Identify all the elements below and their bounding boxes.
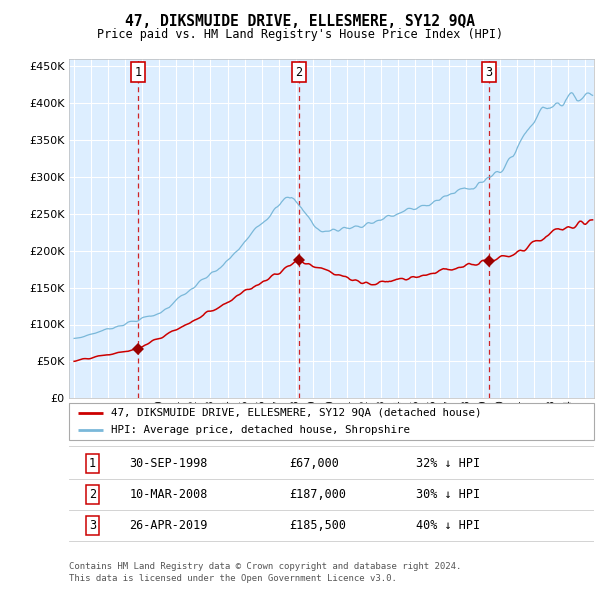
Text: 30% ↓ HPI: 30% ↓ HPI	[415, 487, 479, 501]
Text: 1: 1	[134, 65, 142, 79]
Text: 47, DIKSMUIDE DRIVE, ELLESMERE, SY12 9QA (detached house): 47, DIKSMUIDE DRIVE, ELLESMERE, SY12 9QA…	[111, 408, 482, 418]
Text: 1: 1	[89, 457, 96, 470]
Text: 2: 2	[295, 65, 302, 79]
Text: £185,500: £185,500	[290, 519, 347, 532]
Text: 47, DIKSMUIDE DRIVE, ELLESMERE, SY12 9QA: 47, DIKSMUIDE DRIVE, ELLESMERE, SY12 9QA	[125, 14, 475, 30]
Text: 30-SEP-1998: 30-SEP-1998	[130, 457, 208, 470]
Text: 3: 3	[89, 519, 96, 532]
Text: 3: 3	[485, 65, 492, 79]
FancyBboxPatch shape	[69, 403, 594, 440]
Text: £187,000: £187,000	[290, 487, 347, 501]
Text: 2: 2	[89, 487, 96, 501]
Text: 32% ↓ HPI: 32% ↓ HPI	[415, 457, 479, 470]
Text: Price paid vs. HM Land Registry's House Price Index (HPI): Price paid vs. HM Land Registry's House …	[97, 28, 503, 41]
Text: 10-MAR-2008: 10-MAR-2008	[130, 487, 208, 501]
Text: 26-APR-2019: 26-APR-2019	[130, 519, 208, 532]
Text: HPI: Average price, detached house, Shropshire: HPI: Average price, detached house, Shro…	[111, 425, 410, 435]
Text: £67,000: £67,000	[290, 457, 340, 470]
Text: Contains HM Land Registry data © Crown copyright and database right 2024.
This d: Contains HM Land Registry data © Crown c…	[69, 562, 461, 583]
Text: 40% ↓ HPI: 40% ↓ HPI	[415, 519, 479, 532]
